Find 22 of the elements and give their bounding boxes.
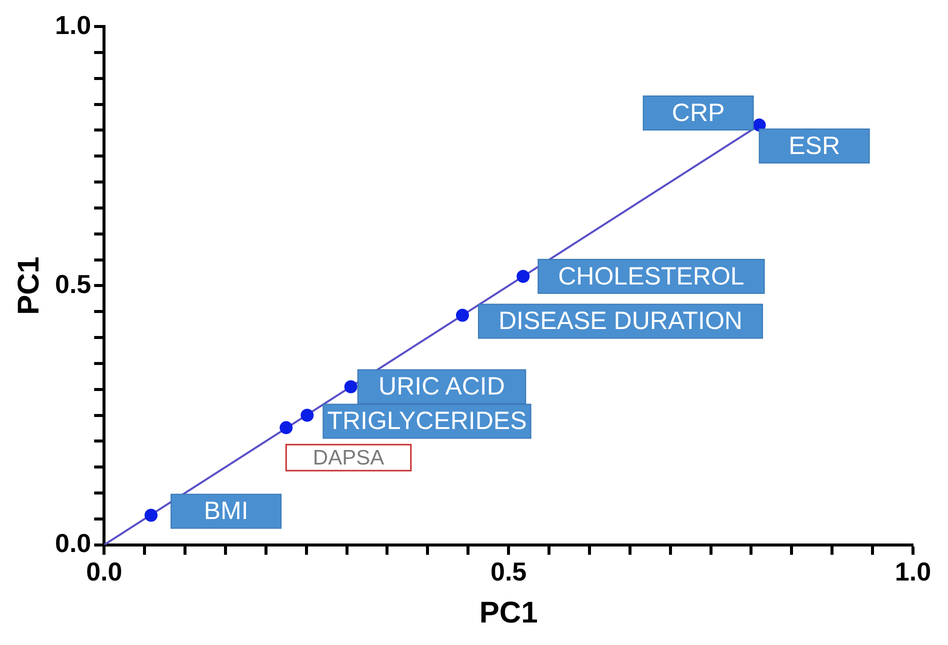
x-tick-label: 0.0 [86, 556, 122, 587]
x-tick-label: 0.5 [490, 556, 527, 587]
annotation: CHOLESTEROL [558, 262, 744, 290]
annotation: CRP [672, 98, 725, 127]
point [280, 421, 293, 434]
point [144, 508, 158, 522]
annotation: TRIGLYCERIDES [327, 407, 527, 436]
annotation: ESR [788, 132, 840, 160]
x-tick-label: 1.0 [894, 556, 932, 587]
point [344, 380, 358, 394]
x-axis-title: PC1 [479, 596, 538, 630]
y-tick-label: 1.0 [54, 10, 92, 40]
y-tick-label: 0.5 [54, 268, 92, 299]
point [300, 408, 314, 422]
point [516, 270, 530, 283]
y-axis-title: PC1 [12, 256, 46, 315]
point [456, 308, 469, 322]
annotation: DAPSA [312, 446, 384, 470]
annotation: URIC ACID [378, 372, 505, 401]
y-tick-label: 0.0 [54, 528, 92, 558]
annotation: DISEASE DURATION [498, 307, 742, 336]
annotation: BMI [204, 497, 248, 526]
